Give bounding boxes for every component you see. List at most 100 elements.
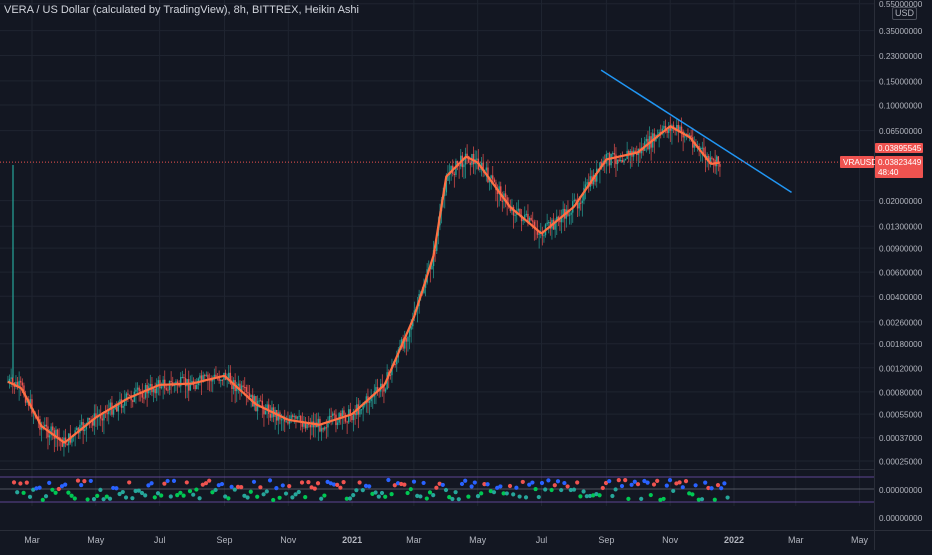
candle-body <box>285 421 288 423</box>
oscillator-dot <box>34 486 39 491</box>
candle-body <box>424 282 427 288</box>
candle-body <box>280 419 283 421</box>
oscillator-dot <box>210 490 215 495</box>
time-axis-label: Jul <box>536 535 548 545</box>
oscillator-dot <box>63 482 68 487</box>
candle-body <box>610 153 612 166</box>
candle-body <box>496 189 499 195</box>
oscillator-dot <box>645 480 650 485</box>
candle-body <box>194 385 196 390</box>
oscillator-dot <box>155 491 161 496</box>
oscillator-axis-label: 0.00000000 <box>879 486 923 495</box>
candle-body <box>292 415 294 417</box>
oscillator-dot <box>133 488 138 494</box>
candle-body <box>295 416 297 419</box>
candle-body <box>328 415 331 422</box>
candle-body <box>536 230 539 235</box>
oscillator-dot <box>424 496 429 501</box>
current-price-tag[interactable] <box>875 156 923 178</box>
oscillator-dot <box>101 497 106 502</box>
candle-body <box>423 287 425 294</box>
candle-body <box>479 168 481 170</box>
symbol-title[interactable]: VERA / US Dollar (calculated by TradingV… <box>4 4 359 16</box>
candle-body <box>258 400 260 402</box>
time-axis-label: Mar <box>406 535 422 545</box>
candle-body <box>21 382 24 386</box>
candle-body <box>666 129 668 133</box>
oscillator-dot <box>623 478 628 483</box>
oscillator-dot <box>427 490 433 495</box>
candle-body <box>407 336 409 342</box>
candle-body <box>344 414 347 422</box>
candle-body <box>716 156 718 167</box>
oscillator-dot <box>200 482 205 487</box>
oscillator-dot <box>600 485 605 491</box>
oscillator-dot <box>360 488 365 493</box>
oscillator-dot <box>69 493 74 498</box>
candle-body <box>636 152 638 156</box>
candle-body <box>701 147 704 149</box>
last-price-tag[interactable] <box>875 143 923 153</box>
candle-body <box>522 219 524 222</box>
candle-body <box>122 405 124 408</box>
candle-body <box>40 426 43 430</box>
candle-body <box>580 202 582 204</box>
oscillator-dot <box>466 494 471 499</box>
oscillator-dot <box>344 496 349 501</box>
oscillator-dot <box>242 493 247 498</box>
oscillator-dot <box>546 478 551 483</box>
candle-body <box>568 214 571 216</box>
trend-line[interactable] <box>600 69 792 193</box>
candle-body <box>261 400 264 409</box>
candle-body <box>229 372 232 384</box>
oscillator-dot <box>197 496 202 501</box>
candle-body <box>298 415 300 417</box>
candle-body <box>476 158 478 160</box>
candle-body <box>80 422 83 425</box>
candle-body <box>250 394 252 398</box>
candle-body <box>330 415 332 417</box>
candle-body <box>709 157 712 163</box>
candle-body <box>616 159 619 165</box>
candle-body <box>594 174 596 182</box>
candle-body <box>136 387 139 390</box>
oscillator-dot <box>159 493 164 498</box>
candle-body <box>453 173 456 175</box>
candle-body <box>55 429 57 439</box>
oscillator-dot <box>303 495 308 500</box>
oscillator-dot <box>498 484 503 489</box>
candle-body <box>236 385 238 392</box>
candle-body <box>149 384 152 387</box>
candle-body <box>712 159 715 161</box>
oscillator-dot <box>232 487 237 492</box>
candle-body <box>205 374 208 376</box>
oscillator-dot <box>226 496 231 501</box>
oscillator-dot <box>104 494 109 499</box>
oscillator-dot <box>306 480 311 485</box>
currency-badge[interactable]: USD <box>892 7 918 20</box>
candle-body <box>546 222 548 225</box>
candle-body <box>444 192 446 196</box>
oscillator-dot <box>450 496 455 502</box>
oscillator-dot <box>447 495 452 500</box>
oscillator-dot <box>235 484 241 489</box>
candle-body <box>76 427 78 431</box>
oscillator-dot <box>584 494 589 499</box>
candle-body <box>103 411 105 421</box>
oscillator-dot <box>523 495 529 500</box>
oscillator-dot <box>703 480 708 485</box>
candle-body <box>538 233 540 235</box>
oscillator-dot <box>687 491 692 496</box>
price-axis-label: 0.15000000 <box>879 77 923 86</box>
ticker-tag[interactable] <box>840 156 874 168</box>
candle-body <box>327 421 329 428</box>
candle-body <box>23 385 25 396</box>
candle-body <box>332 413 334 416</box>
time-axis-label: Jul <box>154 535 166 545</box>
candle-body <box>320 428 323 432</box>
oscillator-dot <box>175 493 180 498</box>
oscillator-dot <box>671 488 676 494</box>
candle-body <box>221 379 224 381</box>
